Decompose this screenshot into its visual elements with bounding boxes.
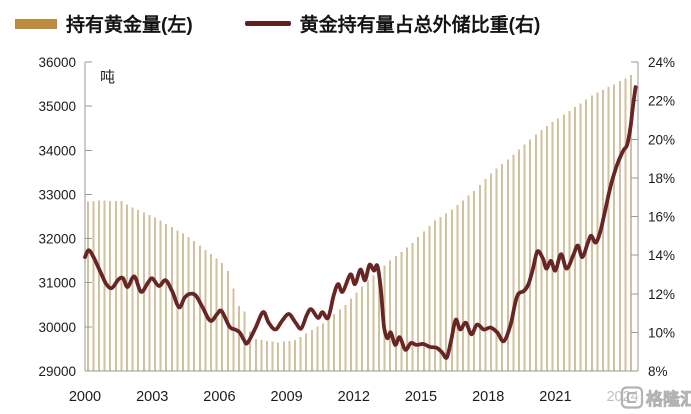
right-axis-tick-label: 24% — [648, 55, 675, 70]
bar-series-swatch-icon — [15, 18, 57, 29]
legend-item-gold-holdings: 持有黄金量(左) — [15, 10, 193, 37]
legend-item-reserve-ratio: 黄金持有量占总外储比重(右) — [244, 10, 541, 37]
right-axis-tick-label: 8% — [648, 364, 668, 379]
right-axis-tick-label: 16% — [648, 210, 675, 225]
watermark: 格隆汇 — [601, 384, 691, 412]
right-axis-tick-label: 18% — [648, 171, 675, 186]
x-axis-tick-label: 2018 — [472, 389, 504, 405]
left-axis-tick-label: 36000 — [38, 55, 76, 70]
x-axis-labels: 200020032006200920122015201820212024 — [69, 389, 639, 405]
watermark-logo-icon — [620, 386, 644, 409]
right-axis-tick-label: 10% — [648, 325, 675, 340]
left-axis-unit-label: 吨 — [100, 69, 115, 86]
x-axis-tick-label: 2015 — [405, 389, 437, 405]
x-axis-tick-label: 2021 — [539, 389, 571, 405]
right-axis-tick-label: 14% — [648, 248, 675, 263]
x-axis-tick-label: 2009 — [270, 389, 302, 405]
left-axis-labels: 29000 30000 31000 32000 33000 34000 35000 36000 — [38, 55, 76, 379]
reserve-ratio-line — [83, 85, 638, 360]
left-axis-tick-label: 32000 — [38, 232, 76, 247]
left-axis-tick-label: 33000 — [38, 187, 76, 202]
right-axis-tick-label: 12% — [648, 287, 675, 302]
left-axis-tick-label: 30000 — [38, 320, 76, 335]
right-axis-labels: 8% 10% 12% 14% 16% 18% 20% 22% 24% — [648, 55, 675, 379]
right-axis-tick-label: 20% — [648, 132, 675, 147]
x-axis-tick-label: 2012 — [338, 389, 370, 405]
legend-label-gold-holdings: 持有黄金量(左) — [66, 15, 193, 36]
right-axis-tick-label: 22% — [648, 94, 675, 109]
left-axis-tick-label: 31000 — [38, 276, 76, 291]
left-axis-tick-label: 29000 — [38, 364, 76, 379]
legend-label-reserve-ratio: 黄金持有量占总外储比重(右) — [299, 15, 541, 36]
chart-legend: 持有黄金量(左) 黄金持有量占总外储比重(右) — [15, 10, 540, 37]
line-series-swatch-icon — [244, 21, 291, 26]
watermark-text: 格隆汇 — [646, 389, 691, 409]
left-axis-tick-label: 34000 — [38, 143, 76, 158]
left-axis-tick-label: 35000 — [38, 99, 76, 114]
x-axis-tick-label: 2006 — [203, 389, 235, 405]
x-axis-tick-label: 2003 — [136, 389, 168, 405]
gold-holdings-bars — [86, 75, 632, 371]
axes — [84, 61, 639, 372]
x-axis-tick-label: 2000 — [69, 389, 101, 405]
